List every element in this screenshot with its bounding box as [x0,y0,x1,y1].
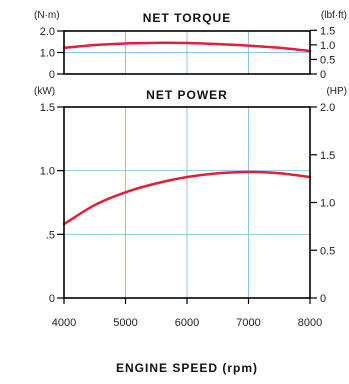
x-tick-label: 5000 [113,317,137,329]
torque-right-tick-label: 0 [320,69,326,81]
x-axis-title: ENGINE SPEED (rpm) [116,361,258,375]
torque-right-unit: (lbf·ft) [321,10,347,21]
torque-left-tick-label: 1.0 [40,48,55,60]
torque-right-ticks: 0 0.5 1.0 1.5 [310,25,335,81]
power-left-ticks: 0 .5 1.0 1.5 [40,102,64,305]
power-left-tick-label: 0 [49,293,55,305]
torque-left-ticks: 0 1.0 2.0 [40,26,64,81]
x-axis-ticks: 4000 5000 6000 7000 8000 [52,298,322,329]
power-right-tick-label: 1.5 [320,150,335,162]
x-tick-label: 8000 [298,317,322,329]
torque-right-tick-label: 0.5 [320,54,335,66]
power-right-tick-label: 0.5 [320,245,335,257]
power-left-tick-label: 1.0 [40,166,55,178]
torque-right-tick-label: 1.5 [320,25,335,37]
power-right-tick-label: 2.0 [320,102,335,114]
torque-left-tick-label: 2.0 [40,26,55,38]
torque-right-tick-label: 1.0 [320,40,335,52]
torque-title: NET TORQUE [143,11,231,25]
torque-grid [64,31,310,74]
power-right-unit: (HP) [326,86,347,97]
torque-left-unit: (N·m) [34,10,60,21]
power-title: NET POWER [146,88,228,102]
power-right-ticks: 0 0.5 1.0 1.5 2.0 [310,102,335,305]
power-left-tick-label: .5 [46,229,55,241]
power-series-line [62,170,312,226]
torque-series-line [62,41,312,53]
x-tick-label: 4000 [52,317,76,329]
x-tick-label: 6000 [175,317,199,329]
x-tick-label: 7000 [236,317,260,329]
torque-left-tick-label: 0 [49,69,55,81]
power-left-tick-label: 1.5 [40,102,55,114]
power-left-unit: (kW) [34,86,55,97]
power-right-tick-label: 1.0 [320,198,335,210]
power-panel: 0.51.01.5 00.51.01.52.0 4000 5000 6000 7000… [34,86,347,329]
power-grid [64,107,310,298]
power-right-tick-label: 0 [320,293,326,305]
torque-panel: 0 1.0 2.0 0 0.5 1.0 1.5 NET TORQUE (N·m) (lbf… [34,10,347,81]
